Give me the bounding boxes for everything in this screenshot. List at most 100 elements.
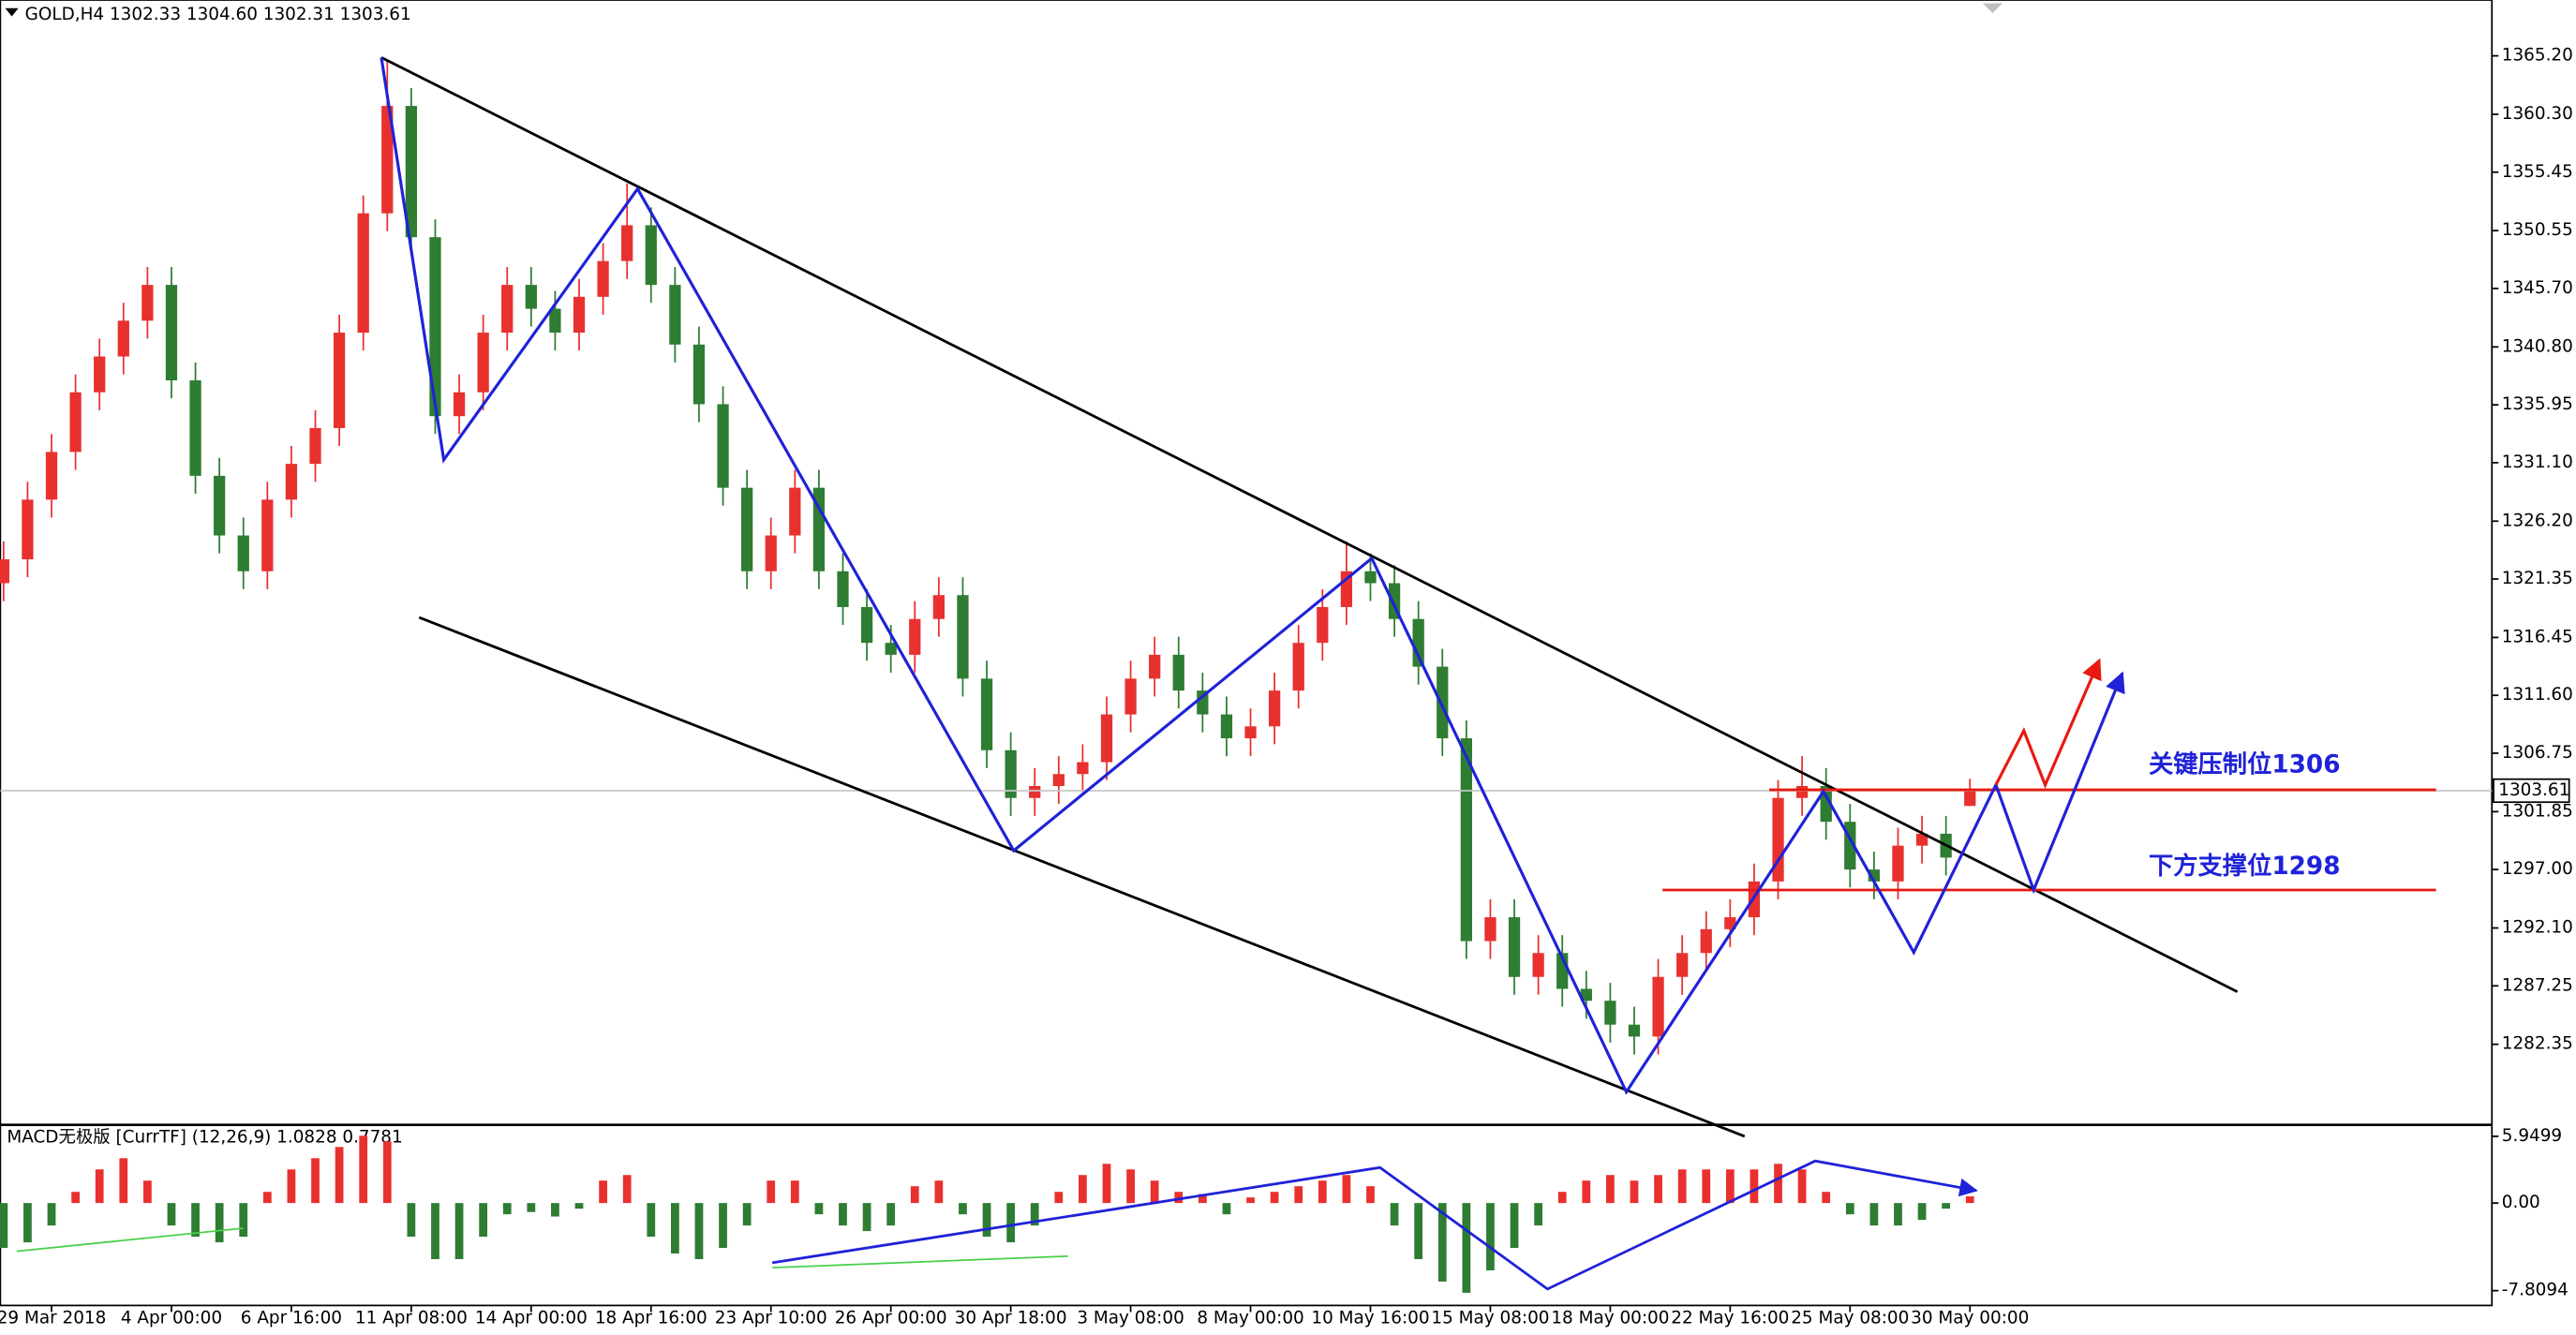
macd-bar (1174, 1192, 1184, 1204)
x-tick-label: 6 Apr 16:00 (241, 1308, 342, 1328)
candle-body (1412, 618, 1424, 667)
y-tick-label: 1360.30 (2502, 104, 2573, 124)
macd-bar (1462, 1203, 1471, 1293)
y-tick-label: 1306.75 (2502, 743, 2573, 763)
candle-body (645, 225, 657, 286)
macd-bar (790, 1180, 799, 1204)
candle-body (1652, 976, 1664, 1037)
candle-body (1317, 606, 1329, 644)
resistance-label: 关键压制位1306 (2149, 749, 2341, 779)
y-tick-label: 1321.35 (2502, 569, 2573, 588)
macd-bar (47, 1203, 56, 1226)
macd-bar (335, 1147, 344, 1204)
candle-body (501, 285, 514, 334)
macd-bar (1845, 1203, 1854, 1215)
y-tick-label: 1355.45 (2502, 162, 2573, 182)
candle-body (477, 333, 489, 393)
candle-body (1964, 790, 1976, 807)
candle-body (1580, 988, 1592, 1001)
candle-body (1149, 654, 1161, 679)
candle-body (22, 499, 34, 560)
macd-bar (839, 1203, 847, 1226)
macd-bar (23, 1203, 32, 1243)
candle-body (405, 106, 418, 238)
candle-body (597, 260, 609, 297)
candle-body (932, 595, 945, 619)
macd-bar (382, 1141, 392, 1204)
candle-body (165, 285, 178, 380)
macd-bar (959, 1203, 967, 1215)
macd-bar (599, 1180, 607, 1204)
macd-bar (1917, 1203, 1927, 1221)
macd-bar (1054, 1192, 1064, 1204)
macd-bar (694, 1203, 704, 1260)
macd-bar (1390, 1203, 1399, 1226)
candle-body (309, 427, 321, 465)
candle-body (381, 106, 394, 214)
macd-bar (982, 1203, 991, 1238)
macd-bar (119, 1158, 128, 1204)
macd-bar (95, 1169, 104, 1204)
marks: 1365.20 1360.30 1355.45 1350.55 1345.70 1340.… (0, 46, 2573, 1328)
macd-bar (431, 1203, 439, 1260)
candle-body (333, 333, 346, 428)
macd-bar (1677, 1169, 1687, 1204)
candle-body (285, 464, 298, 500)
y-tick-label: 1287.25 (2502, 975, 2573, 995)
macd-bar (0, 1203, 8, 1249)
macd-bar (862, 1203, 871, 1232)
macd-bar (1557, 1192, 1567, 1204)
macd-bar (1750, 1169, 1759, 1204)
macd-bar (1822, 1192, 1831, 1204)
x-tick-label: 11 Apr 08:00 (355, 1308, 468, 1328)
macd-bar (1294, 1186, 1303, 1204)
wave-path (380, 57, 2125, 1095)
support-trendline (418, 616, 1746, 1138)
candle-body (1244, 726, 1257, 739)
annotations: 关键压制位1306 下方支撑位1298 (16, 56, 2436, 1291)
macd-bar (1774, 1164, 1782, 1204)
macd-bar (1270, 1192, 1279, 1204)
macd-bar (767, 1180, 776, 1204)
candle-body (1052, 774, 1065, 786)
macd-bar (1150, 1180, 1159, 1204)
y-tick-label: 0.00 (2502, 1193, 2540, 1212)
macd-divergence (771, 1159, 1978, 1291)
candle-body (1676, 953, 1689, 977)
candle-body (909, 618, 921, 655)
candle-body (549, 308, 561, 334)
y-tick-label: -7.8094 (2502, 1281, 2569, 1300)
candle-body (1220, 714, 1233, 739)
candle-body (573, 296, 586, 334)
candle-body (1005, 749, 1017, 798)
y-tick-label: 1365.20 (2502, 46, 2573, 66)
macd-bar (1126, 1169, 1135, 1204)
macd-bar (910, 1186, 919, 1204)
macd-bar (1534, 1203, 1543, 1226)
x-tick-label: 29 Mar 2018 (0, 1308, 106, 1328)
macd-bar (574, 1203, 584, 1209)
macd-bar (1102, 1164, 1111, 1204)
macd-bar (1366, 1186, 1375, 1204)
breakout-path (1994, 658, 2102, 789)
macd-bar (1725, 1169, 1735, 1204)
x-tick-label: 22 May 16:00 (1671, 1308, 1789, 1328)
candle-body (837, 571, 849, 607)
macd-bar (1606, 1175, 1615, 1204)
macd-bar (1414, 1203, 1423, 1260)
candle-body (429, 237, 441, 417)
candle-body (1268, 690, 1281, 727)
candle-body (980, 678, 993, 750)
macd-bar (719, 1203, 727, 1249)
y-tick-label: 1292.10 (2502, 918, 2573, 938)
candle-body (1484, 917, 1496, 942)
y-tick-label: 1345.70 (2502, 278, 2573, 298)
resistance-trendline (380, 56, 2239, 993)
macd-bar (814, 1203, 824, 1215)
y-tick-label: 1340.80 (2502, 336, 2573, 356)
candle-body (1628, 1024, 1641, 1037)
candle-body (717, 404, 729, 488)
x-tick-label: 26 Apr 00:00 (835, 1308, 947, 1328)
y-tick-label: 1297.00 (2502, 859, 2573, 879)
